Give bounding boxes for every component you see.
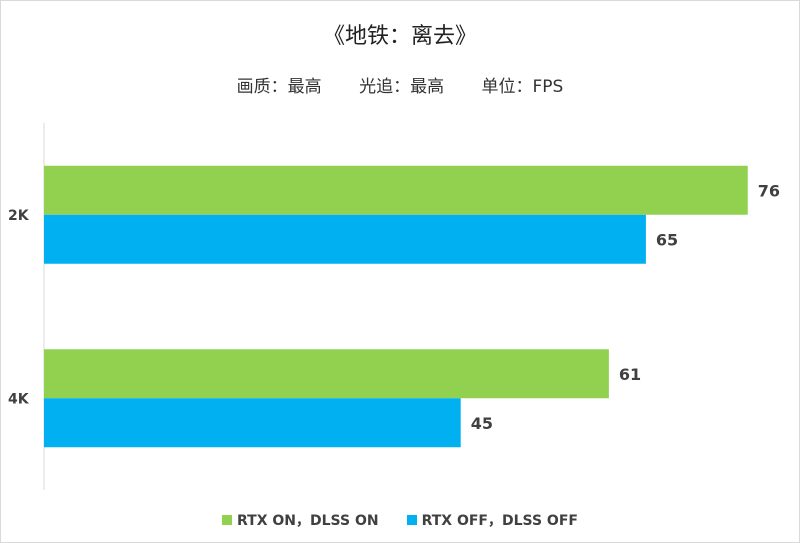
bar-4K-1: [44, 398, 461, 448]
subtitle-unit: 单位：FPS: [481, 77, 564, 97]
chart-title: 《地铁：离去》: [322, 24, 477, 49]
legend-item-rtx-off: RTX OFF，DLSS OFF: [406, 510, 578, 530]
legend: RTX ON，DLSS ON RTX OFF，DLSS OFF: [0, 510, 800, 530]
bar-4K-0: [44, 349, 609, 399]
data-label: 65: [656, 230, 678, 249]
legend-label: RTX OFF，DLSS OFF: [421, 513, 578, 529]
legend-label: RTX ON，DLSS ON: [237, 513, 379, 529]
chart-subtitle: 画质：最高 光追：最高 单位：FPS: [0, 72, 800, 97]
category-label: 2K: [8, 208, 30, 224]
legend-item-rtx-on: RTX ON，DLSS ON: [222, 510, 379, 530]
bar-2K-0: [44, 165, 748, 215]
data-label: 61: [619, 365, 641, 384]
legend-swatch-blue: [406, 515, 417, 525]
subtitle-raytracing: 光追：最高: [359, 77, 445, 97]
data-label: 45: [471, 414, 493, 433]
category-label: 4K: [8, 391, 30, 407]
data-label: 76: [758, 181, 780, 200]
subtitle-quality: 画质：最高: [236, 77, 322, 97]
legend-swatch-green: [222, 515, 233, 525]
bar-2K-1: [44, 214, 646, 264]
